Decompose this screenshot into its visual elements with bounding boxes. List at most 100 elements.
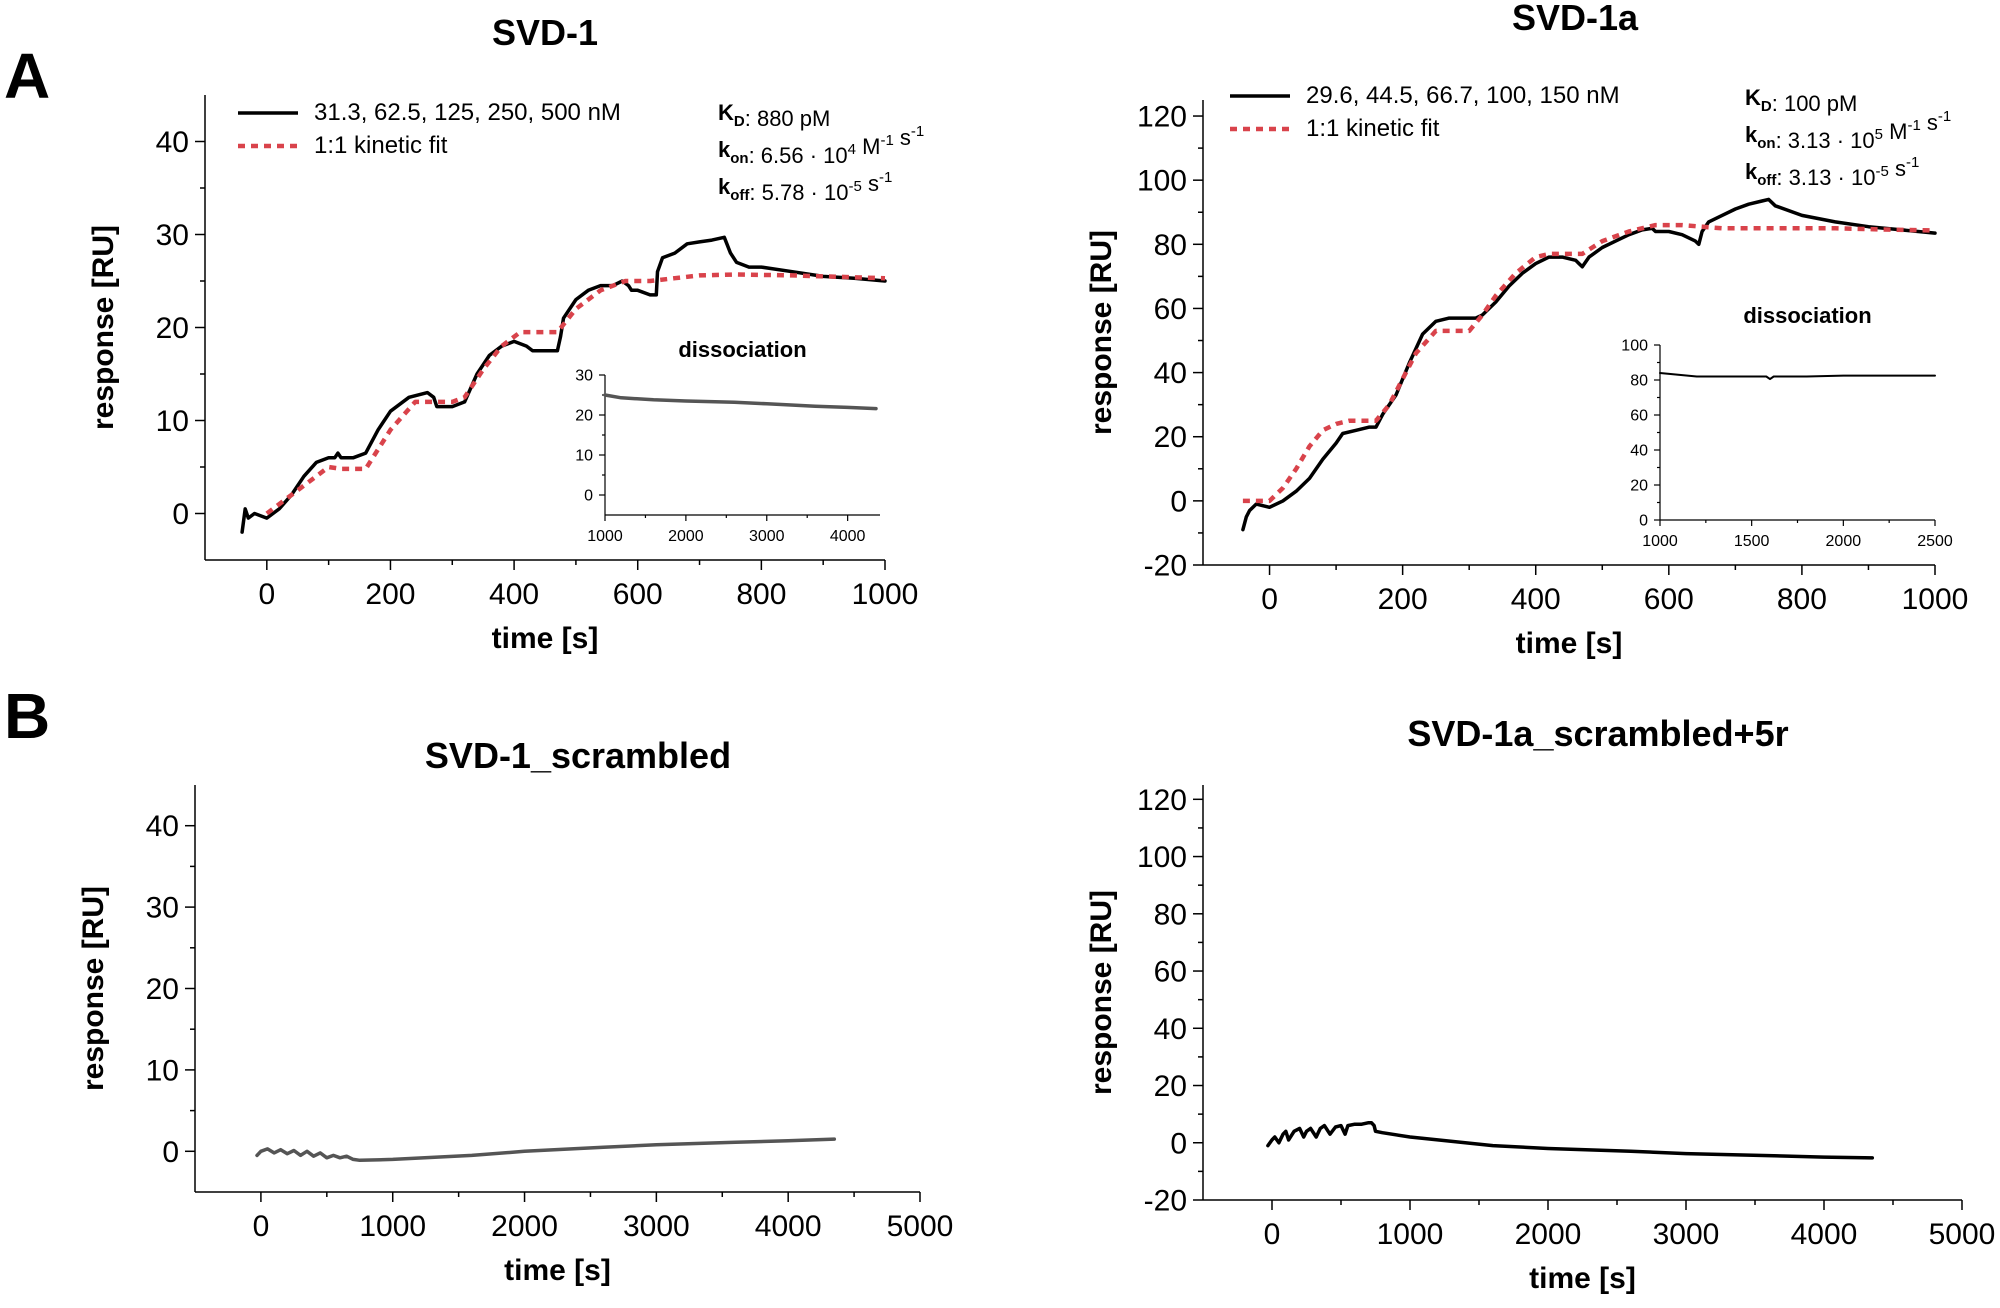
panel-label-a: A [4, 40, 50, 112]
svd1-y-tick-label: 30 [156, 219, 189, 252]
svd1-inset-y-tick-label: 10 [575, 448, 593, 465]
svd1a-y-axis-label: response [RU] [1085, 230, 1118, 435]
svd1a-y-tick-label: 80 [1154, 229, 1187, 262]
svd1a-inset-series [1659, 372, 1936, 381]
svd1-kinetic-part: s [862, 171, 879, 196]
svd1-inset: dissociation 1000 2000 3000 4000 0 10 20 30 [575, 337, 880, 545]
svd1-inset-series [603, 393, 878, 411]
svd1-inset-x-tick-label: 1000 [587, 528, 623, 545]
svd1a-inset-y-tick-label: 60 [1630, 408, 1648, 425]
svd1-kinetic-param: kon: 6.56 · 104 M-1 s-1 [718, 123, 924, 168]
svd1a_scr-y-tick-label: 20 [1154, 1070, 1187, 1103]
svd1a_scr-series-data [1266, 1120, 1875, 1160]
svd1-kinetic-part: -1 [911, 123, 924, 140]
svd1-kinetic-part: -1 [880, 132, 893, 149]
svd1-kinetic-param: KD: 880 pM [718, 100, 830, 131]
svd1a_scr-x-axis-label: time [s] [1529, 1262, 1636, 1295]
svd1-inset-y-tick-label: 20 [575, 408, 593, 425]
svd1-inset-y-tick-label: 0 [584, 488, 593, 505]
svd1-x-tick-label: 400 [489, 578, 539, 611]
svd1-kinetic-part: k [718, 174, 731, 199]
svd1-y-axis-label: response [RU] [87, 225, 120, 430]
svd1a-x-tick-label: 1000 [1902, 583, 1969, 616]
svd1-inset-x-tick-label: 4000 [830, 528, 866, 545]
svd1a-inset: dissociation 1000 1500 2000 2500 0 20 40 60 80 100 [1621, 303, 1953, 550]
svd1a-inset-y-tick-label: 80 [1630, 373, 1648, 390]
svd1a-inset-x-tick-label: 2500 [1917, 533, 1953, 550]
svd1-kinetic-param: koff: 5.78 · 10-5 s-1 [718, 169, 892, 205]
svd1_scr-title: SVD-1_scrambled [425, 735, 731, 776]
svd1a-inset-x-tick-label: 1000 [1642, 533, 1678, 550]
svd1a-y-tick-label: 120 [1137, 101, 1187, 134]
svd1a-kinetic-part: 5 [1875, 126, 1883, 143]
svd1-title: SVD-1 [492, 12, 598, 53]
svd1a-legend-label: 29.6, 44.5, 66.7, 100, 150 nM [1306, 82, 1620, 109]
svd1-series-data [240, 235, 887, 534]
svd1_scr-y-tick-label: 10 [146, 1054, 179, 1087]
svd1_scr-x-axis-label: time [s] [504, 1254, 611, 1287]
svd1a-kinetic-part: : 100 pM [1772, 91, 1858, 116]
svd1-kinetic-part: 4 [848, 141, 856, 158]
svd1a-title: SVD-1a [1512, 0, 1639, 38]
svd1-kinetic-part: K [718, 100, 734, 125]
svd1a-y-tick-label: 20 [1154, 421, 1187, 454]
svd1a-inset-x-tick-label: 2000 [1826, 533, 1862, 550]
svd1_scr-y-tick-label: 30 [146, 892, 179, 925]
svd1a-x-tick-label: 400 [1511, 583, 1561, 616]
svd1-kinetic-part: : 880 pM [745, 106, 831, 131]
svd1-inset-title: dissociation [678, 337, 806, 362]
svd1a_scr-x-tick-label: 4000 [1791, 1218, 1858, 1251]
svd1-inset-y-tick-label: 30 [575, 368, 593, 385]
svd1a-inset-y-tick-label: 40 [1630, 443, 1648, 460]
svd1a-kinetic-param: kon: 3.13 · 105 M-1 s-1 [1745, 108, 1951, 153]
svd1a-kinetic-part: on [1757, 135, 1775, 152]
svd1a_scr-x-tick-label: 5000 [1929, 1218, 1996, 1251]
svd1-kinetic-part: -1 [879, 169, 892, 186]
svd1-x-tick-label: 600 [613, 578, 663, 611]
svd1-x-axis-label: time [s] [492, 622, 599, 655]
svd1a-kinetic-part: -1 [1906, 154, 1919, 171]
svd1_scr-x-tick-label: 3000 [623, 1210, 690, 1243]
svd1_scr-y-tick-label: 20 [146, 973, 179, 1006]
svd1-kinetic-part: : 6.56 · 10 [749, 143, 848, 168]
svd1a-kinetic-param: KD: 100 pM [1745, 85, 1857, 116]
svd1-y-tick-label: 20 [156, 312, 189, 345]
svd1a-y-tick-label: -20 [1144, 550, 1187, 583]
svd1a-x-tick-label: 800 [1777, 583, 1827, 616]
svd1a_scr-y-tick-label: 0 [1170, 1127, 1187, 1160]
svd1_scr-x-tick-label: 0 [253, 1210, 270, 1243]
svd1_scr-y-tick-label: 40 [146, 810, 179, 843]
svd1a-kinetic-param: koff: 3.13 · 10-5 s-1 [1745, 154, 1919, 190]
svd1a-y-tick-label: 40 [1154, 357, 1187, 390]
svd1-series-fit [265, 272, 886, 516]
svd1-inset-x-tick-label: 2000 [668, 528, 704, 545]
svd1_scr-x-tick-label: 2000 [491, 1210, 558, 1243]
svd1a-y-tick-label: 0 [1170, 485, 1187, 518]
svd1a_scr-x-tick-label: 0 [1264, 1218, 1281, 1251]
svd1a-kinetic-part: k [1745, 159, 1758, 184]
svd1a-x-tick-label: 200 [1378, 583, 1428, 616]
svd1a_scr-y-tick-label: 80 [1154, 898, 1187, 931]
svd1-x-tick-label: 0 [258, 578, 275, 611]
panel-label-b: B [4, 680, 50, 752]
svd1a-series-data [1241, 197, 1937, 532]
svd1a_scr-y-tick-label: 40 [1154, 1013, 1187, 1046]
svd1_scr-x-tick-label: 1000 [359, 1210, 426, 1243]
svd1-kinetic-part: s [894, 125, 911, 150]
svd1a-legend-label: 1:1 kinetic fit [1306, 115, 1440, 142]
svd1a-kinetic-part: off [1757, 172, 1777, 189]
svd1a_scr-y-tick-label: 100 [1137, 841, 1187, 874]
svd1a-inset-y-tick-label: 0 [1639, 513, 1648, 530]
svd1a-kinetic-part: s [1889, 156, 1906, 181]
svd1-kinetic-part: k [718, 137, 731, 162]
svd1a-x-tick-label: 600 [1644, 583, 1694, 616]
svd1a-kinetic-part: M [1883, 119, 1907, 144]
svd1a-kinetic-part: -1 [1907, 117, 1920, 134]
svd1a-kinetic-part: -5 [1875, 163, 1888, 180]
svd1a-kinetic-part: -1 [1938, 108, 1951, 125]
svd1_scr-x-tick-label: 4000 [755, 1210, 822, 1243]
svd1a_scr-y-axis-label: response [RU] [1085, 890, 1118, 1095]
svd1a-inset-x-tick-label: 1500 [1734, 533, 1770, 550]
